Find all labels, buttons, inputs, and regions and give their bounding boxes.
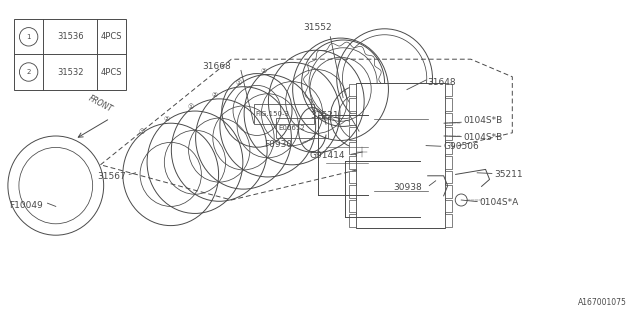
Text: F0930: F0930 — [264, 140, 292, 149]
Text: 1: 1 — [26, 34, 31, 40]
Text: ①: ① — [236, 80, 242, 86]
Bar — [14, 19, 126, 90]
Bar — [349, 84, 356, 96]
Text: ①: ① — [139, 129, 145, 134]
Bar — [349, 156, 356, 169]
Text: G90506: G90506 — [444, 142, 479, 151]
Bar — [445, 84, 452, 96]
Text: FRONT: FRONT — [87, 93, 114, 114]
Text: ②: ② — [260, 68, 266, 74]
Bar — [349, 200, 356, 212]
Text: 31536: 31536 — [57, 32, 83, 41]
Text: 0104S*B: 0104S*B — [464, 133, 503, 142]
Text: FIG.150-3: FIG.150-3 — [256, 111, 290, 116]
Text: 31648: 31648 — [428, 78, 456, 87]
Text: 31521: 31521 — [310, 111, 339, 120]
Text: 31532: 31532 — [57, 68, 83, 76]
Bar — [349, 127, 356, 140]
Bar — [356, 83, 445, 228]
Bar — [445, 127, 452, 140]
Text: ①: ① — [188, 104, 194, 110]
Bar — [445, 185, 452, 198]
Text: F10049: F10049 — [9, 201, 43, 210]
Bar — [445, 156, 452, 169]
Text: 31567: 31567 — [97, 172, 126, 181]
Text: 4PCS: 4PCS — [101, 32, 122, 41]
Text: G91414: G91414 — [310, 151, 345, 160]
Bar — [445, 98, 452, 111]
Text: 30938: 30938 — [393, 183, 422, 192]
Text: 4PCS: 4PCS — [101, 68, 122, 76]
Bar — [349, 185, 356, 198]
Text: ②: ② — [163, 116, 170, 122]
Bar — [445, 171, 452, 183]
Text: E00612: E00612 — [278, 125, 305, 131]
Text: A167001075: A167001075 — [579, 298, 627, 307]
Bar — [445, 113, 452, 125]
Text: 31552: 31552 — [303, 23, 332, 32]
Text: ②: ② — [212, 92, 218, 98]
Bar — [349, 171, 356, 183]
Bar — [276, 118, 328, 138]
Text: 35211: 35211 — [495, 170, 523, 179]
Bar — [349, 113, 356, 125]
Bar — [445, 142, 452, 154]
Text: 31668: 31668 — [203, 62, 232, 71]
Bar — [445, 200, 452, 212]
Text: 0104S*A: 0104S*A — [479, 198, 518, 207]
Bar — [349, 214, 356, 227]
Text: 2: 2 — [26, 69, 31, 75]
Bar — [445, 214, 452, 227]
Text: 0104S*B: 0104S*B — [464, 116, 503, 125]
Bar — [349, 98, 356, 111]
Bar — [253, 104, 314, 124]
Bar — [349, 142, 356, 154]
